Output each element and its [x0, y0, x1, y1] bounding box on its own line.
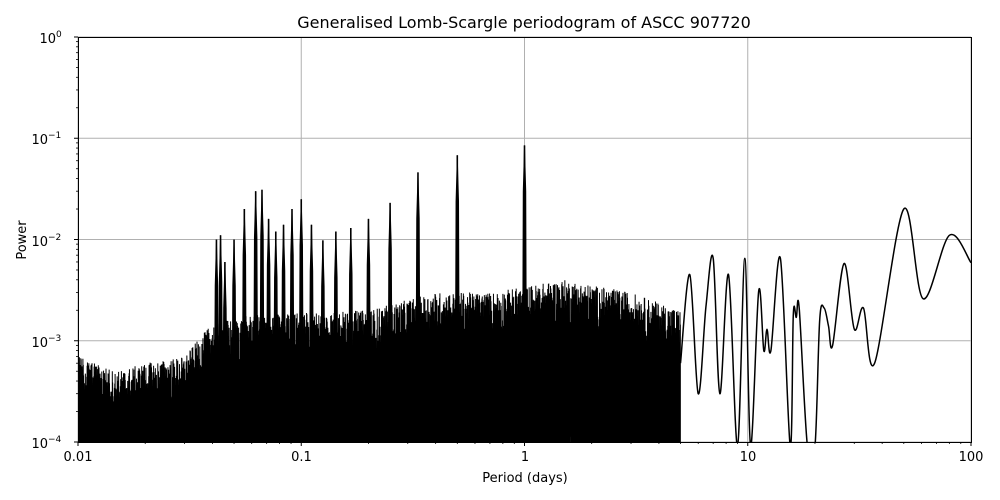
y-tick-exponent: −2 — [48, 233, 61, 243]
y-tick-label: 10 — [31, 133, 48, 148]
x-tick-label: 0.1 — [291, 450, 312, 465]
x-tick-label: 1 — [521, 450, 529, 465]
y-axis-label: Power — [15, 220, 30, 260]
y-tick-label: 10 — [31, 336, 48, 351]
y-tick-label: 10 — [31, 437, 48, 452]
periodogram-line — [78, 145, 971, 442]
chart-title: Generalised Lomb-Scargle periodogram of … — [297, 13, 751, 32]
y-tick-exponent: −1 — [48, 131, 61, 141]
y-tick-exponent: 0 — [56, 30, 62, 40]
y-tick-exponent: −4 — [48, 435, 62, 445]
plot-frame — [78, 37, 972, 443]
x-tick-label: 100 — [959, 450, 984, 465]
x-tick-label: 0.01 — [64, 450, 93, 465]
y-tick-exponent: −3 — [48, 334, 61, 344]
x-axis-label: Period (days) — [482, 471, 568, 486]
x-tick-label: 10 — [740, 450, 757, 465]
x-tick-labels: 0.01 0.1 1 10 100 — [64, 450, 984, 465]
y-tick-labels: 10 0 10 −1 10 −2 10 −3 10 −4 — [31, 30, 62, 452]
y-tick-label: 10 — [31, 235, 48, 250]
y-tick-label: 10 — [39, 32, 56, 47]
